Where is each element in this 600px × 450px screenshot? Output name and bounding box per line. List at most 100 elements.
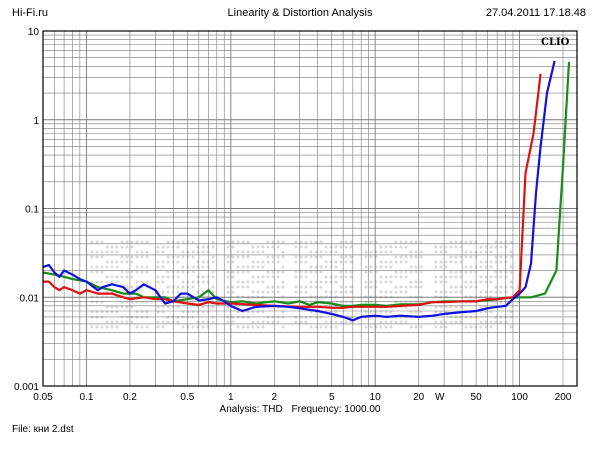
watermark-dot <box>130 255 134 259</box>
watermark-dot <box>299 320 303 324</box>
watermark-dot <box>130 245 134 249</box>
watermark-dot <box>246 325 250 329</box>
watermark-dot <box>226 320 230 324</box>
watermark-dot <box>469 280 473 284</box>
watermark-dot <box>469 265 473 269</box>
watermark-dot <box>499 285 503 289</box>
watermark-dot <box>281 285 285 289</box>
watermark-dot <box>339 300 343 304</box>
watermark-dot <box>171 260 175 264</box>
watermark-dot <box>494 255 498 259</box>
watermark-dot <box>409 280 413 284</box>
x-tick-label: 1 <box>228 392 234 403</box>
watermark-dot <box>439 260 443 264</box>
watermark-dot <box>414 325 418 329</box>
watermark-dot <box>329 260 333 264</box>
watermark-dot <box>201 260 205 264</box>
watermark-dot <box>186 285 190 289</box>
watermark-dot <box>140 280 144 284</box>
watermark-dot <box>201 305 205 309</box>
watermark-dot <box>95 255 99 259</box>
watermark-dot <box>105 320 109 324</box>
watermark-dot <box>231 320 235 324</box>
watermark-dot <box>181 270 185 274</box>
watermark-dot <box>135 280 139 284</box>
watermark-dot <box>464 255 468 259</box>
analysis-info: Analysis: THD Frequency: 1000.00 <box>0 404 600 415</box>
watermark-dot <box>484 320 488 324</box>
watermark-dot <box>251 260 255 264</box>
watermark-dot <box>459 285 463 289</box>
watermark-dot <box>484 290 488 294</box>
watermark-dot <box>464 250 468 254</box>
watermark-dot <box>509 325 513 329</box>
watermark-dot <box>90 265 94 269</box>
watermark-dot <box>469 285 473 289</box>
watermark-dot <box>246 270 250 274</box>
watermark-dot <box>181 265 185 269</box>
watermark-dot <box>464 325 468 329</box>
watermark-dot <box>344 270 348 274</box>
watermark-dot <box>156 250 160 254</box>
watermark-dot <box>171 240 175 244</box>
watermark-dot <box>329 320 333 324</box>
watermark-dot <box>339 260 343 264</box>
x-unit-label: W <box>435 392 445 403</box>
watermark-dot <box>90 250 94 254</box>
watermark-dot <box>110 245 114 249</box>
watermark-dot <box>281 325 285 329</box>
watermark-dot <box>120 270 124 274</box>
watermark-dot <box>419 255 423 259</box>
watermark-dot <box>266 290 270 294</box>
watermark-dot <box>419 265 423 269</box>
watermark-dot <box>454 305 458 309</box>
watermark-dot <box>444 265 448 269</box>
watermark-dot <box>201 280 205 284</box>
watermark-dot <box>494 240 498 244</box>
watermark-dot <box>444 305 448 309</box>
watermark-dot <box>105 260 109 264</box>
watermark-dot <box>256 245 260 249</box>
watermark-dot <box>324 290 328 294</box>
watermark-dot <box>349 290 353 294</box>
watermark-dot <box>329 325 333 329</box>
watermark-dot <box>319 270 323 274</box>
watermark-dot <box>334 245 338 249</box>
watermark-dot <box>434 280 438 284</box>
watermark-dot <box>115 305 119 309</box>
x-tick-label: 2 <box>271 392 277 403</box>
watermark-dot <box>489 325 493 329</box>
watermark-dot <box>309 270 313 274</box>
watermark-dot <box>444 275 448 279</box>
watermark-dot <box>409 240 413 244</box>
watermark-dot <box>339 285 343 289</box>
watermark-dot <box>271 270 275 274</box>
watermark-dot <box>181 250 185 254</box>
watermark-dot <box>339 275 343 279</box>
watermark-dot <box>329 275 333 279</box>
watermark-dot <box>399 320 403 324</box>
watermark-dot <box>276 270 280 274</box>
watermark-dot <box>404 260 408 264</box>
watermark-dot <box>504 320 508 324</box>
watermark-dot <box>389 325 393 329</box>
watermark-dot <box>339 290 343 294</box>
watermark-dot <box>251 320 255 324</box>
watermark-dot <box>176 255 180 259</box>
watermark-dot <box>364 270 368 274</box>
watermark-dot <box>444 290 448 294</box>
watermark-dot <box>404 320 408 324</box>
watermark-dot <box>211 240 215 244</box>
chart-title: Linearity & Distortion Analysis <box>227 7 373 19</box>
watermark-dot <box>95 240 99 244</box>
watermark-dot <box>309 240 313 244</box>
watermark-dot <box>140 255 144 259</box>
watermark-dot <box>281 270 285 274</box>
watermark-dot <box>125 285 129 289</box>
watermark-dot <box>389 275 393 279</box>
watermark-dot <box>206 250 210 254</box>
watermark-dot <box>379 250 383 254</box>
watermark-dot <box>161 320 165 324</box>
watermark-dot <box>266 240 270 244</box>
